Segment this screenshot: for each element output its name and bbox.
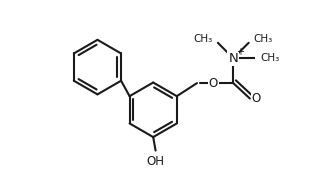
Text: CH₃: CH₃ bbox=[194, 34, 213, 44]
Text: CH₃: CH₃ bbox=[254, 34, 273, 44]
Text: OH: OH bbox=[147, 155, 165, 168]
Text: CH₃: CH₃ bbox=[261, 53, 280, 63]
Text: +: + bbox=[236, 47, 244, 57]
Text: N: N bbox=[228, 52, 238, 65]
Text: O: O bbox=[252, 92, 261, 105]
Text: O: O bbox=[208, 77, 218, 90]
